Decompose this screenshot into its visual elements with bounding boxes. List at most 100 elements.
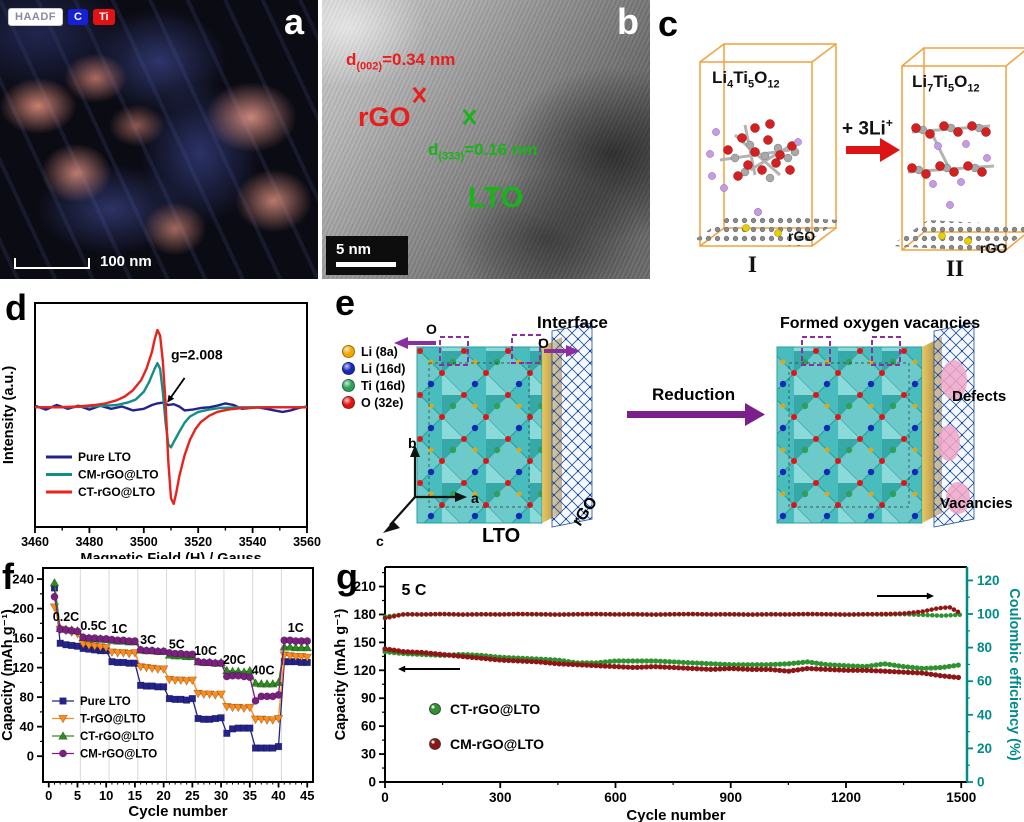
panel-letter-e: e xyxy=(335,285,356,323)
rate-label: 5C xyxy=(169,637,185,651)
legend-marker xyxy=(429,738,441,750)
scale-bar-b: 5 nm xyxy=(326,236,408,275)
interface-label: Interface xyxy=(537,313,608,332)
data-marker xyxy=(302,653,313,663)
scale-bar-label: 100 nm xyxy=(100,253,152,270)
x-tick-label: 600 xyxy=(604,790,627,805)
x-tick-label: 3540 xyxy=(239,535,267,549)
data-marker xyxy=(131,637,139,645)
legend-label: Ti (16d) xyxy=(361,378,406,393)
formula-part: O xyxy=(754,68,768,87)
axis-c-arrow xyxy=(383,521,400,533)
cycling-chart: 0 300 600 900 1200 15000306090120150180210020… xyxy=(333,566,1022,822)
data-marker xyxy=(131,659,139,667)
x-axis-label: Cycle number xyxy=(626,807,725,822)
x-tick-label: 10 xyxy=(99,788,113,803)
arrow-head xyxy=(398,665,406,673)
legend-label: CT-rGO@LTO xyxy=(450,701,540,717)
axis-b-arrow xyxy=(410,445,420,457)
titanium-map-tag: Ti xyxy=(92,9,115,26)
panel-letter-g: g xyxy=(336,559,358,597)
y-axis-label: Intensity (a.u.) xyxy=(1,366,17,464)
graphene-sheet-right xyxy=(890,220,1024,252)
data-marker xyxy=(216,690,226,700)
panel-a-haadf-image: HAADF C Ti a 100 nm xyxy=(0,0,318,279)
formed-vacancies-label: Formed oxygen vacancies xyxy=(780,315,981,332)
graphene-sheet-left xyxy=(694,208,840,246)
panel-d-epr-chart: d 3460 3480 3500 3520 3540 3560 Magnetic Field… xyxy=(0,285,332,559)
panel-letter-b: b xyxy=(617,1,639,42)
mechanism-graphic xyxy=(383,322,975,533)
y-tick-label: 160 xyxy=(12,631,34,646)
defects-label: Defects xyxy=(952,388,1007,405)
lto-label: LTO xyxy=(468,182,524,214)
legend-row: Li (16d) xyxy=(342,360,405,377)
formula-sub: 5 xyxy=(748,78,755,91)
legend-label: Pure LTO xyxy=(78,450,131,464)
x-tick-label: 3500 xyxy=(130,535,158,549)
data-marker xyxy=(188,695,196,703)
axis-c-label: c xyxy=(376,533,384,549)
data-marker xyxy=(187,676,198,686)
d-value: =0.34 nm xyxy=(382,50,456,69)
data-marker xyxy=(188,650,197,659)
oxygen-arrow-head-right xyxy=(566,345,580,357)
li8a-sphere-icon xyxy=(342,345,355,358)
y2-tick-label: 40 xyxy=(977,707,992,722)
legend-label: CM-rGO@LTO xyxy=(450,736,544,752)
scale-bar-a: 100 nm xyxy=(14,254,152,269)
data-marker xyxy=(302,642,313,652)
x-tick-label: 3460 xyxy=(21,535,49,549)
y2-tick-label: 120 xyxy=(977,573,1000,588)
x-axis-label: Magnetic Field (H) / Gauss xyxy=(80,551,261,559)
legend-label: CM-rGO@LTO xyxy=(80,749,157,761)
lto-cluster-left xyxy=(706,119,802,192)
x-tick-label: 1500 xyxy=(946,790,976,805)
y-tick-label: 0 xyxy=(27,749,34,764)
rate-label: 3C xyxy=(140,633,156,647)
state-numeral-left: I xyxy=(748,252,757,277)
y2-tick-label: 100 xyxy=(977,607,1000,622)
formula-li4ti5o12: Li4Ti5O12 xyxy=(712,68,780,90)
data-marker xyxy=(112,649,123,658)
panel-f-rate-chart: f 0 5 10 15 20 25 30 35 40 45 0 40 80 120 160 200 240 Cyc… xyxy=(0,559,332,822)
data-marker xyxy=(59,749,67,758)
y-tick-label: 0 xyxy=(368,775,376,790)
rate-label: 20C xyxy=(223,653,246,667)
o32e-sphere-icon xyxy=(342,396,355,409)
formula-sub: 12 xyxy=(967,82,980,95)
d-symbol: d xyxy=(428,140,439,159)
rate-label: 1C xyxy=(111,622,127,636)
vacancy-patch xyxy=(946,482,970,514)
rgo-label-right: rGO xyxy=(980,240,1008,256)
panel-letter-f: f xyxy=(2,559,14,597)
formula-sub: 5 xyxy=(948,82,955,95)
arrow-head xyxy=(926,592,934,600)
legend-label: Pure LTO xyxy=(80,696,131,708)
y2-tick-label: 80 xyxy=(977,640,992,655)
legend-label: CT-rGO@LTO xyxy=(80,731,154,743)
scale-bar-label: 5 nm xyxy=(336,241,372,258)
axis-a-arrow xyxy=(455,492,467,502)
reduction-arrow xyxy=(627,403,765,426)
series-CT-rGO@LTO xyxy=(35,328,307,505)
panel-letter-c: c xyxy=(658,3,679,44)
rgo-label: rGO xyxy=(358,102,411,132)
carbon-map-tag: C xyxy=(68,9,88,26)
legend-label: CM-rGO@LTO xyxy=(78,468,159,482)
x-tick-label: 35 xyxy=(243,788,257,803)
reduction-label: Reduction xyxy=(652,385,736,404)
y-tick-label: 180 xyxy=(353,607,376,622)
data-marker xyxy=(210,691,221,700)
epr-chart: 3460 3480 3500 3520 3540 3560 Magnetic Field (… xyxy=(1,302,321,559)
d-value: =0.16 nm xyxy=(464,140,538,159)
y-tick-label: 40 xyxy=(20,719,34,734)
lto-dspacing-label: d(333)=0.16 nm xyxy=(428,140,537,162)
legend-label: Li (8a) xyxy=(361,344,398,359)
data-marker xyxy=(58,731,68,740)
y2-tick-label: 0 xyxy=(977,775,985,790)
d-plane-index: (002) xyxy=(356,60,383,73)
rate-chart: 0 5 10 15 20 25 30 35 40 45 0 40 80 120 160 200 240 Cycle… xyxy=(0,567,314,820)
x-tick-label: 30 xyxy=(214,788,228,803)
data-marker xyxy=(267,716,278,725)
